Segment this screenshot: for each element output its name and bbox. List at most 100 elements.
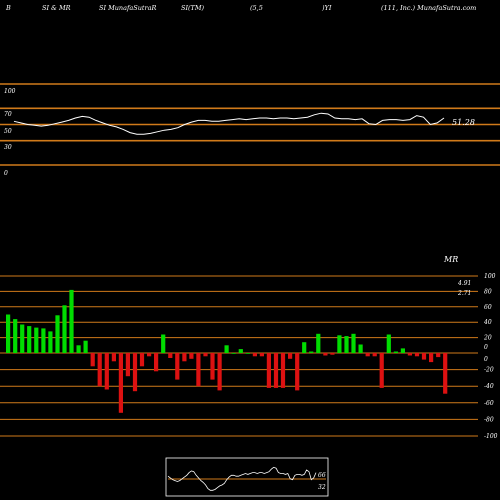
- mrsi-bar: [118, 353, 123, 413]
- mrsi-bar: [252, 353, 257, 357]
- mrsi-tick-labels: 100 80 60 40 20 0 0 -20 -40 -60 -80 -100: [483, 273, 498, 440]
- mrsi-bar: [224, 345, 229, 353]
- mrsi-bar: [97, 353, 102, 387]
- mini-series-line: [167, 466, 317, 491]
- mrsi-bar: [217, 353, 222, 391]
- mrsi-bar: [429, 353, 434, 363]
- mrsi-bar: [161, 334, 166, 353]
- mrsi-bar: [34, 327, 39, 353]
- mrsi-bar: [323, 353, 328, 356]
- mrsi-bar: [358, 344, 363, 353]
- mrsi-bar: [210, 353, 215, 380]
- mrsi-bar: [372, 353, 377, 357]
- rsi-tick-100: 100: [4, 88, 16, 95]
- mrsi-bar: [104, 353, 109, 390]
- mrsi-bar: [351, 333, 356, 354]
- mrsi-bar: [309, 351, 314, 353]
- mrsi-tick: -100: [484, 433, 498, 440]
- header-item-1: B: [5, 4, 11, 12]
- mrsi-bar: [266, 353, 271, 388]
- header-item-6: )YI: [321, 4, 332, 12]
- mrsi-bar: [302, 342, 307, 353]
- mrsi-bar: [400, 348, 405, 353]
- mrsi-bar: [344, 336, 349, 353]
- mrsi-bar: [168, 353, 173, 358]
- mrsi-bar: [393, 351, 398, 353]
- mrsi-bar: [83, 340, 88, 353]
- mrsi-bar: [182, 353, 187, 362]
- mrsi-bar: [414, 353, 420, 357]
- mini-panel: 66 32: [165, 457, 329, 497]
- mrsi-bar: [436, 353, 441, 358]
- mrsi-bar: [27, 326, 32, 353]
- mrsi-bar: [111, 353, 116, 362]
- mrsi-bar: [147, 353, 152, 357]
- rsi-tick-70: 70: [4, 111, 12, 118]
- mrsi-bar: [69, 289, 74, 353]
- mrsi-bar: [443, 353, 448, 394]
- mrsi-bar: [337, 335, 342, 353]
- mrsi-bars: [6, 289, 448, 413]
- mrsi-tick: -80: [484, 416, 494, 423]
- mrsi-bar: [245, 353, 250, 354]
- mini-tick-32: 32: [318, 484, 326, 491]
- mrsi-bar: [76, 345, 81, 353]
- rsi-panel: 100 70 50 30 0 51.28: [0, 83, 500, 177]
- mrsi-bar: [41, 328, 46, 353]
- mrsi-bar: [386, 334, 391, 353]
- mrsi-bar: [203, 353, 208, 357]
- mrsi-bar: [175, 353, 180, 380]
- mrsi-bar: [6, 314, 11, 353]
- mrsi-tick: -60: [484, 400, 494, 407]
- mrsi-bar: [125, 353, 130, 377]
- mrsi-bar: [238, 349, 243, 353]
- mrsi-bar: [316, 333, 321, 354]
- rsi-tick-50: 50: [4, 128, 12, 135]
- mrsi-bar: [154, 353, 159, 372]
- mrsi-bar: [231, 353, 236, 354]
- mrsi-bar: [259, 353, 264, 357]
- mrsi-tick: -40: [484, 383, 494, 390]
- mrsi-bar: [330, 353, 335, 355]
- rsi-value-label: 51.28: [452, 118, 475, 127]
- mrsi-tick: 0: [484, 356, 488, 363]
- mrsi-bar: [379, 353, 384, 388]
- mrsi-value-label-1: 4.91: [457, 280, 471, 287]
- mrsi-bar: [196, 353, 201, 387]
- mrsi-tick: 100: [484, 273, 496, 280]
- mrsi-tick: 80: [484, 288, 492, 295]
- mrsi-bar: [13, 319, 18, 353]
- header-item-2: SI & MR: [42, 4, 71, 12]
- mrsi-bar: [280, 353, 286, 388]
- mrsi-value-label-2: 2.71: [457, 290, 471, 297]
- mrsi-tick: 0: [484, 344, 488, 351]
- mrsi-bar: [48, 331, 53, 353]
- mrsi-bar: [407, 353, 412, 356]
- mrsi-tick: 40: [483, 319, 492, 326]
- header-item-5: (5,5: [250, 4, 263, 12]
- header-item-7: (111, Inc.) MunafaSutra.com: [381, 4, 476, 12]
- mini-tick-66: 66: [318, 472, 326, 479]
- mrsi-bar: [139, 353, 145, 367]
- rsi-tick-0: 0: [4, 170, 8, 177]
- mini-panel-frame: [165, 457, 329, 497]
- header-item-4: SI(TM): [181, 4, 205, 12]
- rsi-level-lines: [0, 83, 500, 166]
- rsi-series-line: [13, 112, 445, 135]
- chart-header: B SI & MR SI MunafaSutraR SI(TM) (5,5 )Y…: [5, 4, 476, 12]
- header-item-3: SI MunafaSutraR: [99, 4, 157, 12]
- mrsi-bar: [295, 353, 300, 391]
- mrsi-bar: [273, 353, 279, 388]
- mrsi-bar: [55, 315, 60, 353]
- mrsi-tick: 60: [484, 304, 492, 311]
- mrsi-tick: -20: [484, 367, 494, 374]
- mrsi-bar: [20, 324, 25, 353]
- mrsi-bar: [288, 353, 293, 359]
- mrsi-title: MR: [443, 255, 458, 264]
- mrsi-bar: [189, 353, 194, 359]
- mrsi-bar: [90, 353, 95, 367]
- mrsi-bar: [132, 353, 138, 392]
- mrsi-bar: [421, 353, 427, 360]
- mrsi-bar: [62, 305, 67, 353]
